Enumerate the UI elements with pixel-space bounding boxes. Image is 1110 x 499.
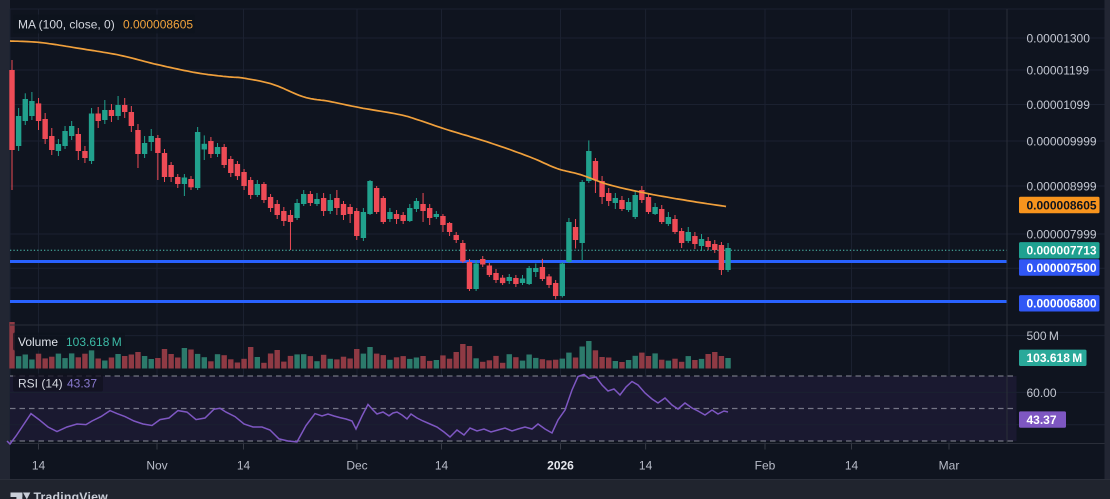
svg-text:500 M: 500 M [1027, 329, 1059, 343]
svg-text:Dec: Dec [346, 459, 367, 473]
svg-text:RSI (14): RSI (14) [18, 376, 63, 390]
svg-text:0.000008999: 0.000008999 [1027, 179, 1097, 193]
svg-text:43.37: 43.37 [1027, 413, 1057, 427]
svg-text:60.00: 60.00 [1027, 386, 1057, 400]
svg-text:2026: 2026 [547, 459, 574, 473]
svg-text:14: 14 [435, 459, 449, 473]
svg-text:0.00001099: 0.00001099 [1027, 98, 1091, 112]
svg-text:Nov: Nov [146, 459, 167, 473]
svg-text:14: 14 [237, 459, 251, 473]
svg-text:0.000008605: 0.000008605 [123, 18, 193, 32]
svg-text:Mar: Mar [939, 459, 960, 473]
svg-text:MA (100, close, 0): MA (100, close, 0) [18, 18, 115, 32]
svg-text:0.00001300: 0.00001300 [1027, 31, 1091, 45]
svg-text:43.37: 43.37 [67, 376, 97, 390]
svg-text:Feb: Feb [755, 459, 776, 473]
svg-text:0.000007999: 0.000007999 [1027, 227, 1097, 241]
svg-text:14: 14 [639, 459, 653, 473]
svg-text:0.00001199: 0.00001199 [1027, 63, 1090, 77]
svg-text:0.000008605: 0.000008605 [1027, 198, 1097, 212]
svg-text:Volume: Volume [18, 335, 58, 349]
svg-text:0.000009999: 0.000009999 [1027, 134, 1097, 148]
svg-text:103.618 M: 103.618 M [66, 335, 122, 349]
svg-text:14: 14 [32, 459, 46, 473]
svg-text:103.618 M: 103.618 M [1027, 351, 1083, 365]
svg-text:TradingView: TradingView [34, 490, 109, 499]
svg-text:0.000007713: 0.000007713 [1027, 244, 1097, 258]
svg-text:14: 14 [845, 459, 859, 473]
svg-text:0.000006800: 0.000006800 [1027, 297, 1097, 311]
svg-text:0.000007500: 0.000007500 [1027, 261, 1097, 275]
